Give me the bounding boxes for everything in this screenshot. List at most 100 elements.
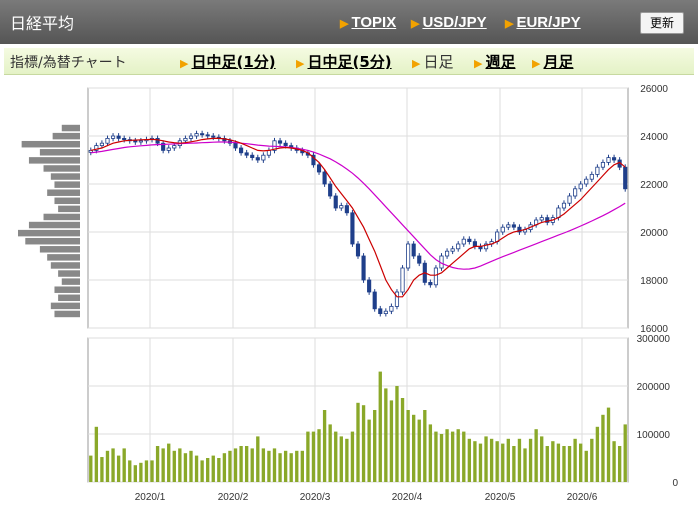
- candle-body: [584, 178, 589, 185]
- volume-y-tick-label: 300000: [637, 334, 671, 345]
- candle-body: [161, 142, 166, 151]
- candle-body: [116, 135, 121, 139]
- candle-body: [612, 157, 617, 161]
- volume-profile-bar: [61, 124, 80, 132]
- candle-body: [517, 226, 522, 233]
- volume-profile-bar: [18, 229, 80, 237]
- volume-y-tick-label: 200000: [637, 382, 671, 393]
- price-y-tick-label: 20000: [640, 228, 668, 239]
- candle-body: [277, 140, 283, 144]
- volume-bar: [601, 414, 605, 482]
- volume-bar: [450, 431, 455, 482]
- candle-body: [589, 173, 594, 180]
- volume-bar: [406, 410, 410, 482]
- candle-body: [511, 224, 516, 228]
- volume-profile-bar: [58, 205, 80, 213]
- volume-profile-bar: [54, 181, 80, 188]
- x-tick-label: 2020/2: [218, 492, 249, 503]
- link-usdjpy[interactable]: ▶ USD/JPY: [411, 14, 487, 31]
- candle-body: [239, 147, 244, 154]
- link-topix[interactable]: ▶ TOPIX: [340, 14, 396, 31]
- volume-bar: [478, 443, 483, 482]
- volume-bar: [345, 438, 349, 482]
- tab-intraday-1min[interactable]: ▶ 日中足(1分): [180, 51, 276, 72]
- volume-bar: [556, 443, 561, 482]
- candle-body: [322, 171, 327, 185]
- volume-bar: [590, 438, 594, 482]
- volume-bar: [428, 424, 433, 482]
- volume-bar: [150, 460, 154, 482]
- volume-bar: [350, 431, 355, 482]
- candle-body: [450, 248, 455, 252]
- candle-body: [188, 135, 194, 139]
- volume-bar: [116, 455, 121, 482]
- tab-intraday-5min-label: 日中足(5分): [307, 53, 392, 71]
- volume-bar: [417, 419, 421, 482]
- refresh-button[interactable]: 更新: [640, 12, 684, 34]
- candle-body: [578, 183, 583, 190]
- volume-bar: [272, 448, 277, 482]
- volume-chart: 0 100000 200000 300000: [87, 334, 678, 489]
- candle-body: [394, 291, 400, 307]
- volume-bar: [412, 414, 416, 482]
- candle-body: [328, 183, 333, 197]
- volume-profile-bar: [58, 270, 80, 277]
- volume-bar: [456, 429, 460, 482]
- candle-body: [266, 149, 271, 156]
- candle-body: [99, 142, 104, 146]
- candle-body: [595, 166, 600, 175]
- arrow-icon: ▶: [296, 57, 305, 70]
- candle-body: [133, 140, 138, 143]
- volume-bar: [155, 446, 160, 482]
- volume-profile-bar: [50, 173, 80, 180]
- candle-body: [261, 154, 266, 161]
- link-eurjpy[interactable]: ▶ EUR/JPY: [505, 14, 581, 31]
- volume-bar: [389, 400, 394, 482]
- candle-body: [183, 137, 188, 142]
- tab-monthly-label: 月足: [543, 53, 574, 71]
- candle-body: [472, 241, 477, 247]
- volume-bar: [623, 424, 627, 482]
- volume-bar: [439, 434, 444, 482]
- candle-body: [311, 154, 316, 166]
- volume-bar: [144, 460, 149, 482]
- volume-bar: [339, 436, 343, 482]
- candle-body: [105, 137, 110, 144]
- volume-bar: [239, 446, 243, 482]
- volume-profile-bar: [54, 197, 80, 205]
- volume-bar: [540, 436, 544, 482]
- volume-bar: [306, 431, 310, 482]
- candle-body: [122, 137, 127, 140]
- tabbar-label: 指標/為替チャート: [10, 55, 127, 71]
- candle-body: [433, 267, 439, 286]
- tab-monthly[interactable]: ▶ 月足: [532, 51, 573, 72]
- volume-bar: [211, 455, 215, 482]
- volume-bar: [489, 438, 494, 482]
- volume-bar: [133, 465, 137, 482]
- candle-body: [155, 137, 160, 144]
- tab-intraday-5min[interactable]: ▶ 日中足(5分): [296, 51, 392, 72]
- candle-body: [200, 133, 205, 136]
- candle-body: [406, 243, 411, 269]
- candle-body: [350, 212, 355, 245]
- arrow-icon: ▶: [412, 57, 421, 70]
- arrow-icon: ▶: [474, 57, 483, 70]
- arrow-icon: ▶: [180, 57, 189, 70]
- volume-bar: [523, 448, 527, 482]
- volume-bar: [528, 438, 533, 482]
- volume-bar: [206, 458, 210, 482]
- volume-bar: [233, 448, 238, 482]
- volume-bar: [189, 450, 193, 482]
- volume-profile-bar: [47, 254, 80, 261]
- volume-profile-bar: [28, 157, 80, 164]
- candle-body: [600, 161, 606, 168]
- volume-bar: [111, 448, 115, 482]
- candle-body: [428, 281, 433, 286]
- volume-profile: [18, 124, 81, 318]
- tab-weekly[interactable]: ▶ 週足: [474, 51, 515, 72]
- volume-bar: [562, 446, 566, 482]
- volume-profile-bar: [28, 221, 80, 229]
- candle-body: [545, 217, 550, 223]
- volume-bar: [462, 431, 466, 482]
- candle-body: [456, 243, 461, 250]
